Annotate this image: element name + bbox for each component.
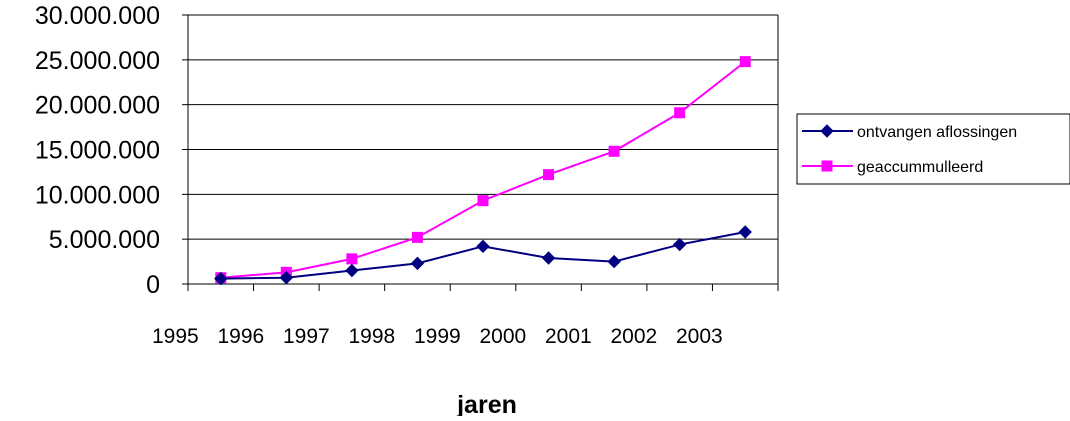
diamond-marker <box>607 254 621 269</box>
axes <box>182 14 779 291</box>
diamond-marker <box>541 251 556 265</box>
square-marker <box>739 56 751 68</box>
series-layer <box>214 56 752 286</box>
y-tick-label: 5.000.000 <box>49 226 160 254</box>
square-marker <box>674 107 686 119</box>
square-marker <box>608 145 620 157</box>
diamond-marker <box>279 271 294 285</box>
legend-box <box>796 113 1070 185</box>
x-tick-label: 1998 <box>349 325 396 348</box>
diamond-marker <box>672 237 687 252</box>
diamond-marker <box>410 256 425 271</box>
y-tick-label: 0 <box>146 271 160 299</box>
x-tick-label: 2003 <box>676 325 723 348</box>
series-0 <box>214 225 752 286</box>
x-tick-label: 2001 <box>545 325 592 348</box>
y-tick-label: 10.000.000 <box>35 181 160 209</box>
y-tick-label: 20.000.000 <box>35 92 160 120</box>
diamond-marker <box>820 124 834 138</box>
y-tick-label: 15.000.000 <box>35 137 160 165</box>
diamond-marker <box>345 263 359 278</box>
square-marker <box>346 253 358 265</box>
square-marker <box>821 160 833 172</box>
x-tick-label: 1999 <box>414 325 461 348</box>
legend-label: geaccummulleerd <box>857 159 983 176</box>
diamond-marker <box>214 271 228 286</box>
legend-label: ontvangen aflossingen <box>857 124 1017 141</box>
x-tick-label: 2000 <box>480 325 527 348</box>
diamond-marker <box>476 239 490 254</box>
x-tick-label: 2002 <box>611 325 658 348</box>
square-marker <box>477 195 489 207</box>
legend: ontvangen aflossingen geaccummulleerd <box>796 113 1070 185</box>
x-tick-label: 1997 <box>283 325 330 348</box>
x-tick-label: 1996 <box>218 325 265 348</box>
x-tick-label: 1995 <box>152 325 199 348</box>
square-marker <box>411 231 423 243</box>
y-tick-label: 30.000.000 <box>35 2 160 30</box>
diamond-marker <box>738 225 752 239</box>
square-marker <box>543 169 555 181</box>
y-tick-label: 25.000.000 <box>35 47 160 75</box>
tick-labels: 0 5.000.000 10.000.000 15.000.000 20.000.000… <box>35 2 723 348</box>
x-axis-title: jaren <box>456 391 517 416</box>
